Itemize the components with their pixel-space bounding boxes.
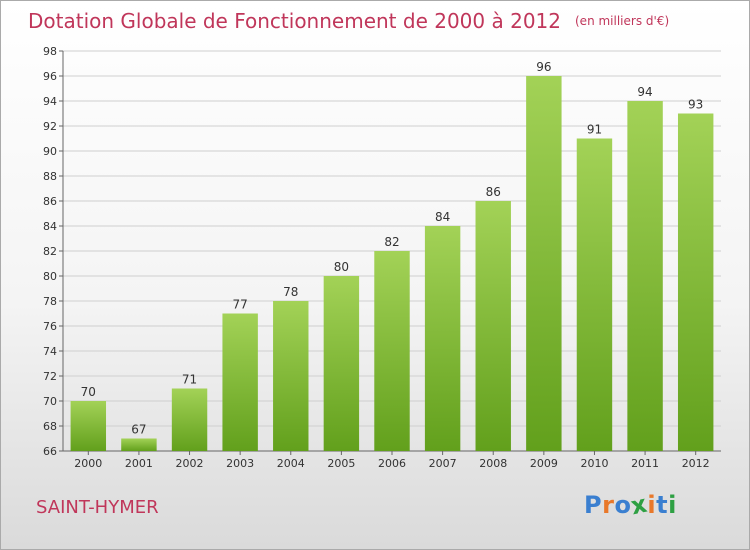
logo-letter: i <box>647 491 657 519</box>
x-tick-label: 2006 <box>378 457 406 470</box>
data-label: 84 <box>435 210 450 224</box>
y-tick-label: 66 <box>43 445 57 458</box>
x-tick-label: 2002 <box>176 457 204 470</box>
chart-title: Dotation Globale de Fonctionnement de 20… <box>28 9 669 33</box>
y-tick-label: 82 <box>43 245 57 258</box>
bar-2012 <box>677 113 714 451</box>
x-tick-label: 2009 <box>530 457 558 470</box>
data-label: 80 <box>334 260 349 274</box>
x-tick-label: 2003 <box>226 457 254 470</box>
chart-title-text: Dotation Globale de Fonctionnement de 20… <box>28 9 561 33</box>
data-label: 93 <box>688 98 703 112</box>
x-tick-label: 2004 <box>277 457 305 470</box>
y-tick-label: 86 <box>43 195 57 208</box>
bar-2010 <box>576 138 613 451</box>
data-label: 86 <box>486 185 501 199</box>
data-label: 82 <box>384 235 399 249</box>
bar-2011 <box>627 101 663 451</box>
logo-letter: o <box>614 491 632 519</box>
y-tick-label: 96 <box>43 70 57 83</box>
bar-2005 <box>323 276 360 451</box>
bar-2002 <box>171 388 208 451</box>
bar-2007 <box>424 226 461 451</box>
data-label: 94 <box>637 85 652 99</box>
x-tick-label: 2012 <box>682 457 710 470</box>
chart-subtitle: (en milliers d'€) <box>575 14 670 28</box>
y-tick-labels: 66 68 70 72 74 76 78 80 82 84 86 88 90 92 94 96 98 <box>43 45 57 458</box>
data-label: 96 <box>536 60 551 74</box>
y-tick-label: 98 <box>43 45 57 58</box>
y-tick-label: 68 <box>43 420 57 433</box>
x-tick-labels: 2000 2001 2002 2003 2004 2005 2006 2007 2008 2009… <box>74 451 710 470</box>
y-tick-label: 76 <box>43 320 57 333</box>
data-label: 67 <box>131 423 146 437</box>
x-tick-label: 2001 <box>125 457 153 470</box>
data-label: 71 <box>182 373 197 387</box>
y-tick-label: 74 <box>43 345 57 358</box>
bar-2000 <box>70 401 107 451</box>
y-tick-label: 84 <box>43 220 57 233</box>
logo-letter: r <box>602 491 615 519</box>
bar-2008 <box>475 201 511 451</box>
y-tick-label: 80 <box>43 270 57 283</box>
x-tick-label: 2010 <box>580 457 608 470</box>
y-tick-label: 92 <box>43 120 57 133</box>
bar-2003 <box>222 313 258 451</box>
logo-letter: i <box>668 491 677 519</box>
x-tick-label: 2007 <box>429 457 457 470</box>
logo-letter: t <box>656 491 669 519</box>
x-tick-label: 2011 <box>631 457 659 470</box>
bar-2006 <box>374 251 410 451</box>
x-tick-label: 2000 <box>74 457 102 470</box>
logo-letter: P <box>584 491 603 519</box>
y-tick-label: 90 <box>43 145 57 158</box>
bar-2001 <box>121 438 157 451</box>
data-labels: 70 67 71 77 78 80 82 84 86 96 91 94 93 <box>81 60 704 437</box>
commune-name: SAINT-HYMER <box>36 497 159 518</box>
y-tick-label: 78 <box>43 295 57 308</box>
bar-2004 <box>273 301 309 451</box>
data-label: 70 <box>81 385 96 399</box>
bars <box>70 76 714 451</box>
y-tick-label: 88 <box>43 170 57 183</box>
y-tick-label: 72 <box>43 370 57 383</box>
data-label: 78 <box>283 285 298 299</box>
bar-2009 <box>526 76 562 451</box>
x-tick-label: 2005 <box>327 457 355 470</box>
data-label: 91 <box>587 123 602 137</box>
y-tick-label: 94 <box>43 95 57 108</box>
proxiti-logo: Proxiti <box>584 490 677 521</box>
y-tick-label: 70 <box>43 395 57 408</box>
x-tick-label: 2008 <box>479 457 507 470</box>
data-label: 77 <box>233 298 248 312</box>
